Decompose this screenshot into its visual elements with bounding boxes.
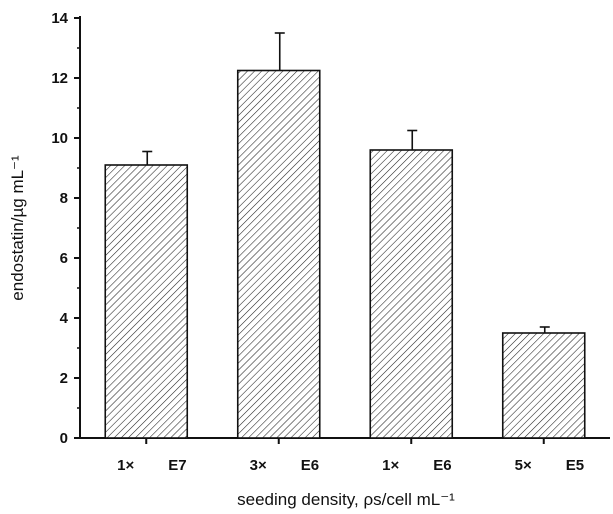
x-tick-label-exponent: E6 bbox=[433, 457, 451, 474]
x-axis-ticks: 1× E7 3× E6 1× E6 5× E5 bbox=[117, 438, 584, 474]
bar bbox=[104, 164, 189, 439]
x-tick-label-exponent: E5 bbox=[566, 457, 584, 474]
x-tick-label-multiplier: 3× bbox=[250, 457, 267, 474]
y-tick-label: 2 bbox=[60, 370, 68, 387]
x-tick-label-multiplier: 5× bbox=[515, 457, 532, 474]
y-tick-label: 12 bbox=[51, 70, 68, 87]
y-tick-label: 10 bbox=[51, 130, 68, 147]
bar bbox=[369, 149, 454, 439]
bar bbox=[501, 332, 586, 439]
x-tick-label-exponent: E7 bbox=[168, 457, 186, 474]
y-tick-label: 0 bbox=[60, 430, 68, 447]
x-tick-label-multiplier: 1× bbox=[382, 457, 399, 474]
y-tick-label: 4 bbox=[60, 310, 69, 327]
y-tick-label: 8 bbox=[60, 190, 68, 207]
y-tick-label: 14 bbox=[51, 10, 68, 27]
y-axis-ticks: 0 2 4 6 8 10 12 14 bbox=[51, 10, 80, 447]
x-tick-label-exponent: E6 bbox=[301, 457, 319, 474]
bar bbox=[236, 69, 321, 439]
x-axis-title: seeding density, ρs/cell mL⁻¹ bbox=[237, 490, 455, 509]
x-tick-label-multiplier: 1× bbox=[117, 457, 134, 474]
y-tick-label: 6 bbox=[60, 250, 68, 267]
y-axis-title: endostatin/µg mL⁻¹ bbox=[8, 155, 27, 301]
bars bbox=[104, 32, 586, 439]
